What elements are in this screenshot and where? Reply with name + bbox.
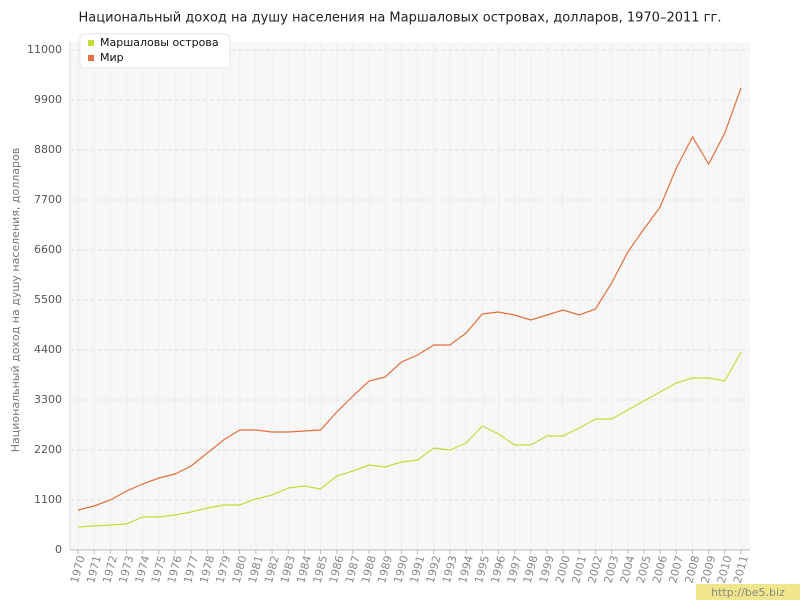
y-tick-label: 2200 — [34, 443, 62, 456]
y-tick-label: 4400 — [34, 343, 62, 356]
legend-label: Маршаловы острова — [100, 36, 219, 49]
y-axis-label: Национальный доход на душу населения, до… — [9, 148, 22, 452]
y-tick-label: 1100 — [34, 493, 62, 506]
y-tick-label: 6600 — [34, 243, 62, 256]
legend-label: Мир — [100, 51, 124, 64]
legend: Маршаловы острова Мир — [79, 33, 231, 69]
y-tick-label: 3300 — [34, 393, 62, 406]
y-tick-label: 7700 — [34, 193, 62, 206]
legend-swatch — [88, 40, 94, 46]
plot-area — [70, 42, 750, 550]
y-tick-label: 0 — [55, 543, 62, 556]
y-tick-label: 11000 — [27, 43, 62, 56]
series-line — [77, 351, 742, 528]
watermark: http://be5.biz — [711, 586, 785, 599]
legend-box — [79, 33, 231, 69]
y-tick-label: 5500 — [34, 293, 62, 306]
watermark-bg — [696, 584, 800, 600]
chart-title: Национальный доход на душу населения на … — [79, 11, 722, 26]
y-tick-label: 9900 — [34, 93, 62, 106]
legend-swatch — [88, 55, 94, 61]
y-tick-label: 8800 — [34, 143, 62, 156]
series-line — [77, 87, 742, 511]
